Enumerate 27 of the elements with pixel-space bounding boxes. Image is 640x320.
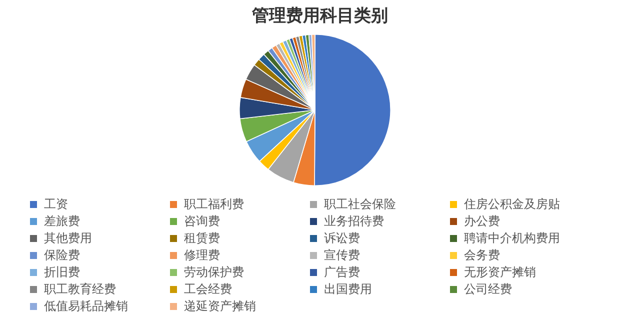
legend-label: 住房公积金及房贴: [464, 196, 560, 212]
legend-label: 业务招待费: [324, 212, 384, 230]
legend-label: 工资: [44, 196, 68, 212]
legend-label: 出国费用: [324, 280, 372, 298]
legend-label: 广告费: [324, 264, 360, 280]
legend-label: 其他费用: [44, 230, 92, 246]
legend-label: 差旅费: [44, 212, 80, 230]
legend-label: 咨询费: [184, 212, 220, 230]
legend-label: 聘请中介机构费用: [464, 230, 560, 246]
chart-title: 管理费用科目类别: [251, 5, 389, 27]
legend-label: 会务费: [464, 246, 500, 264]
legend-label: 工会经费: [184, 280, 232, 298]
legend-label: 折旧费: [44, 264, 80, 280]
legend-label: 租赁费: [184, 230, 220, 246]
legend-label: 修理费: [184, 246, 220, 264]
legend-label: 诉讼费: [324, 230, 360, 246]
legend-label: 低值易耗品摊销: [44, 298, 128, 314]
legend-label: 公司经费: [464, 280, 512, 298]
legend-label: 办公费: [464, 212, 500, 230]
legend-label: 劳动保护费: [184, 264, 244, 280]
legend-label: 宣传费: [324, 246, 360, 264]
legend-label: 职工社会保险: [324, 196, 396, 212]
legend-label: 递延资产摊销: [184, 298, 256, 314]
legend-label: 无形资产摊销: [464, 264, 536, 280]
legend-label: 职工福利费: [184, 196, 244, 212]
legend-label: 保险费: [44, 246, 80, 264]
legend-label: 职工教育经费: [44, 280, 116, 298]
